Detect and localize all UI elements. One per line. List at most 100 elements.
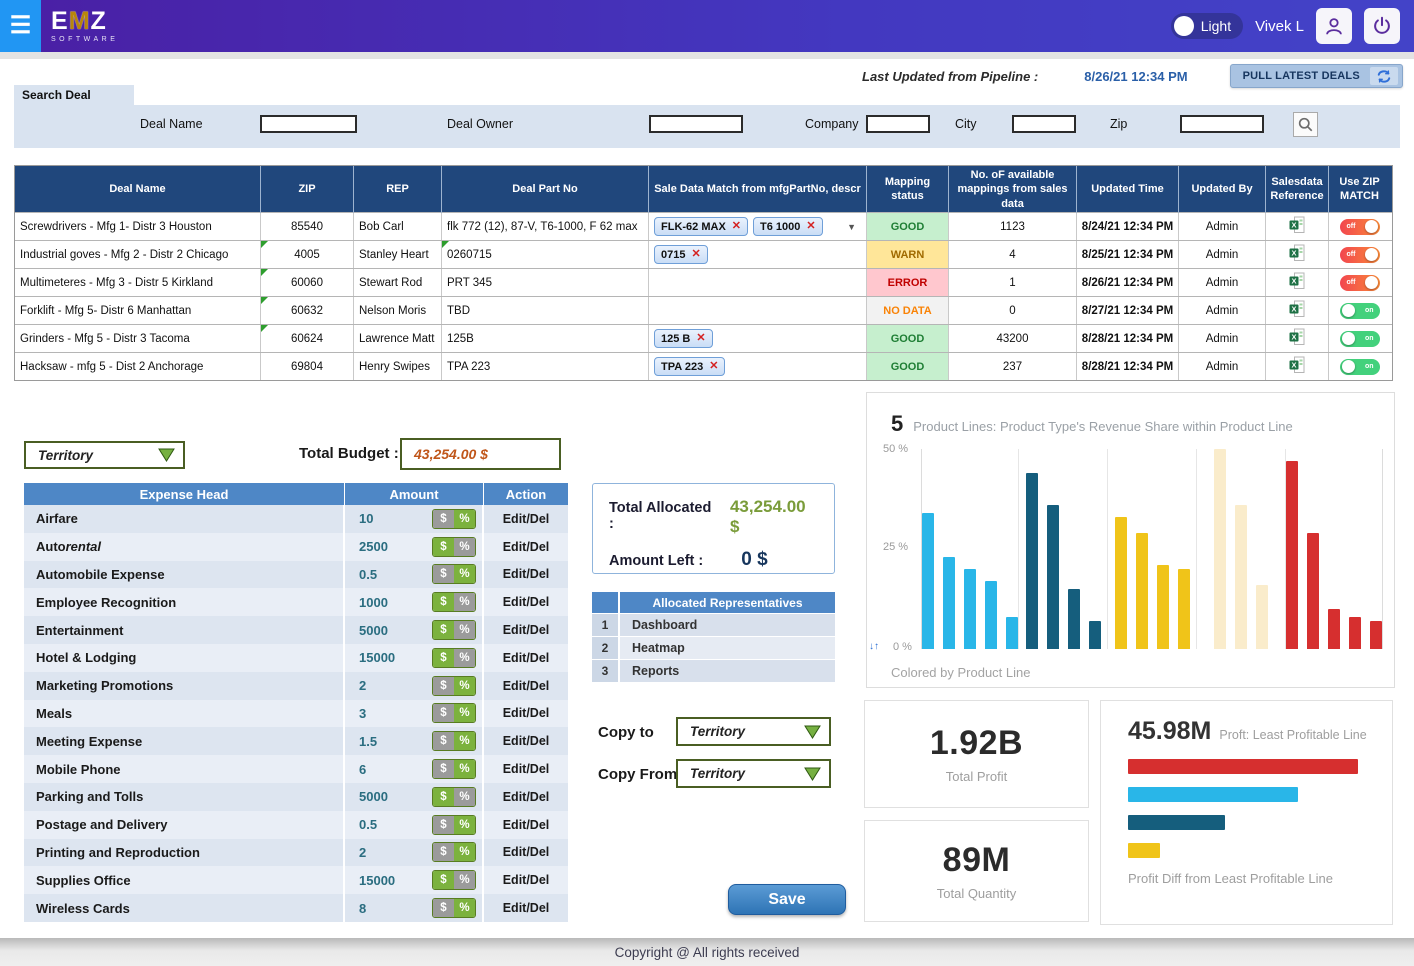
bar[interactable] [1286,461,1298,649]
sort-icon[interactable]: ↓↑ [869,641,879,652]
list-item[interactable]: 2Heatmap [592,637,835,659]
edit-delete-action[interactable]: Edit/Del [484,783,568,811]
percent-option[interactable]: % [454,677,475,695]
search-button[interactable] [1293,112,1318,137]
dollar-option[interactable]: $ [433,760,454,778]
dollar-option[interactable]: $ [433,843,454,861]
edit-delete-action[interactable]: Edit/Del [484,755,568,783]
profit-diff-bar[interactable] [1128,759,1358,774]
edit-delete-action[interactable]: Edit/Del [484,561,568,589]
edit-delete-action[interactable]: Edit/Del [484,644,568,672]
dollar-percent-toggle[interactable]: $% [432,537,476,557]
territory-dropdown[interactable]: Territory [24,441,185,469]
bar[interactable] [1115,517,1127,649]
dollar-option[interactable]: $ [433,565,454,583]
amount-value[interactable]: 2500 [359,539,388,554]
bar[interactable] [1006,617,1018,649]
excel-icon[interactable]: X [1289,244,1305,265]
edit-delete-action[interactable]: Edit/Del [484,588,568,616]
dollar-percent-toggle[interactable]: $% [432,648,476,668]
bar[interactable] [964,569,976,649]
edit-delete-action[interactable]: Edit/Del [484,866,568,894]
dollar-percent-toggle[interactable]: $% [432,870,476,890]
dollar-percent-toggle[interactable]: $% [432,759,476,779]
bar[interactable] [1349,617,1361,649]
dollar-option[interactable]: $ [433,704,454,722]
percent-option[interactable]: % [454,760,475,778]
copy-from-dropdown[interactable]: Territory [676,759,831,788]
dollar-percent-toggle[interactable]: $% [432,898,476,918]
edit-delete-action[interactable]: Edit/Del [484,505,568,533]
zip-match-toggle[interactable]: on [1340,331,1380,347]
amount-value[interactable]: 10 [359,511,373,526]
bar[interactable] [1178,569,1190,649]
percent-option[interactable]: % [454,621,475,639]
pull-latest-deals-button[interactable]: PULL LATEST DEALS [1230,64,1403,88]
search-input-deal-name[interactable] [260,115,357,133]
theme-toggle[interactable]: Light [1171,13,1243,39]
amount-value[interactable]: 5000 [359,789,388,804]
excel-icon[interactable]: X [1289,328,1305,349]
amount-value[interactable]: 8 [359,901,366,916]
search-input-company[interactable] [866,115,930,133]
percent-option[interactable]: % [454,649,475,667]
bar[interactable] [922,513,934,649]
match-chip[interactable]: TPA 223✕ [654,357,725,376]
tab-search-deal[interactable]: Search Deal [14,85,134,105]
zip-match-toggle[interactable]: off [1340,219,1380,235]
power-button[interactable] [1364,8,1400,44]
dollar-option[interactable]: $ [433,871,454,889]
dollar-option[interactable]: $ [433,788,454,806]
chip-remove-icon[interactable]: ✕ [732,221,741,232]
search-input-city[interactable] [1012,115,1076,133]
bar[interactable] [1136,533,1148,649]
amount-value[interactable]: 1000 [359,595,388,610]
search-input-deal-owner[interactable] [649,115,743,133]
dollar-percent-toggle[interactable]: $% [432,592,476,612]
hamburger-menu-button[interactable]: ☰ [0,0,41,52]
dollar-percent-toggle[interactable]: $% [432,564,476,584]
edit-delete-action[interactable]: Edit/Del [484,672,568,700]
edit-delete-action[interactable]: Edit/Del [484,894,568,922]
zip-match-toggle[interactable]: off [1340,247,1380,263]
amount-value[interactable]: 1.5 [359,734,377,749]
edit-delete-action[interactable]: Edit/Del [484,533,568,561]
zip-match-toggle[interactable]: on [1340,303,1380,319]
percent-option[interactable]: % [454,899,475,917]
bar[interactable] [1370,621,1382,649]
total-budget-field[interactable]: 43,254.00 $ [400,438,561,470]
dollar-percent-toggle[interactable]: $% [432,676,476,696]
list-item[interactable]: 1Dashboard [592,614,835,636]
search-input-zip[interactable] [1180,115,1264,133]
percent-option[interactable]: % [454,593,475,611]
dollar-option[interactable]: $ [433,621,454,639]
percent-option[interactable]: % [454,538,475,556]
bar[interactable] [943,557,955,649]
edit-delete-action[interactable]: Edit/Del [484,616,568,644]
amount-value[interactable]: 2 [359,845,366,860]
dollar-option[interactable]: $ [433,593,454,611]
profit-diff-bar[interactable] [1128,787,1298,802]
bar[interactable] [1047,505,1059,649]
bar[interactable] [1068,589,1080,649]
edit-delete-action[interactable]: Edit/Del [484,811,568,839]
dollar-option[interactable]: $ [433,899,454,917]
dollar-percent-toggle[interactable]: $% [432,842,476,862]
bar[interactable] [1026,473,1038,649]
edit-delete-action[interactable]: Edit/Del [484,727,568,755]
percent-option[interactable]: % [454,565,475,583]
dollar-percent-toggle[interactable]: $% [432,703,476,723]
amount-value[interactable]: 6 [359,762,366,777]
match-chip[interactable]: T6 1000✕ [753,217,823,236]
dollar-percent-toggle[interactable]: $% [432,620,476,640]
list-item[interactable]: 3Reports [592,660,835,682]
edit-delete-action[interactable]: Edit/Del [484,839,568,867]
bar[interactable] [1089,621,1101,649]
save-button[interactable]: Save [728,884,846,915]
excel-icon[interactable]: X [1289,272,1305,293]
dollar-percent-toggle[interactable]: $% [432,509,476,529]
amount-value[interactable]: 15000 [359,650,395,665]
dollar-option[interactable]: $ [433,649,454,667]
match-chip[interactable]: 125 B✕ [654,329,713,348]
profit-diff-bar[interactable] [1128,815,1225,830]
